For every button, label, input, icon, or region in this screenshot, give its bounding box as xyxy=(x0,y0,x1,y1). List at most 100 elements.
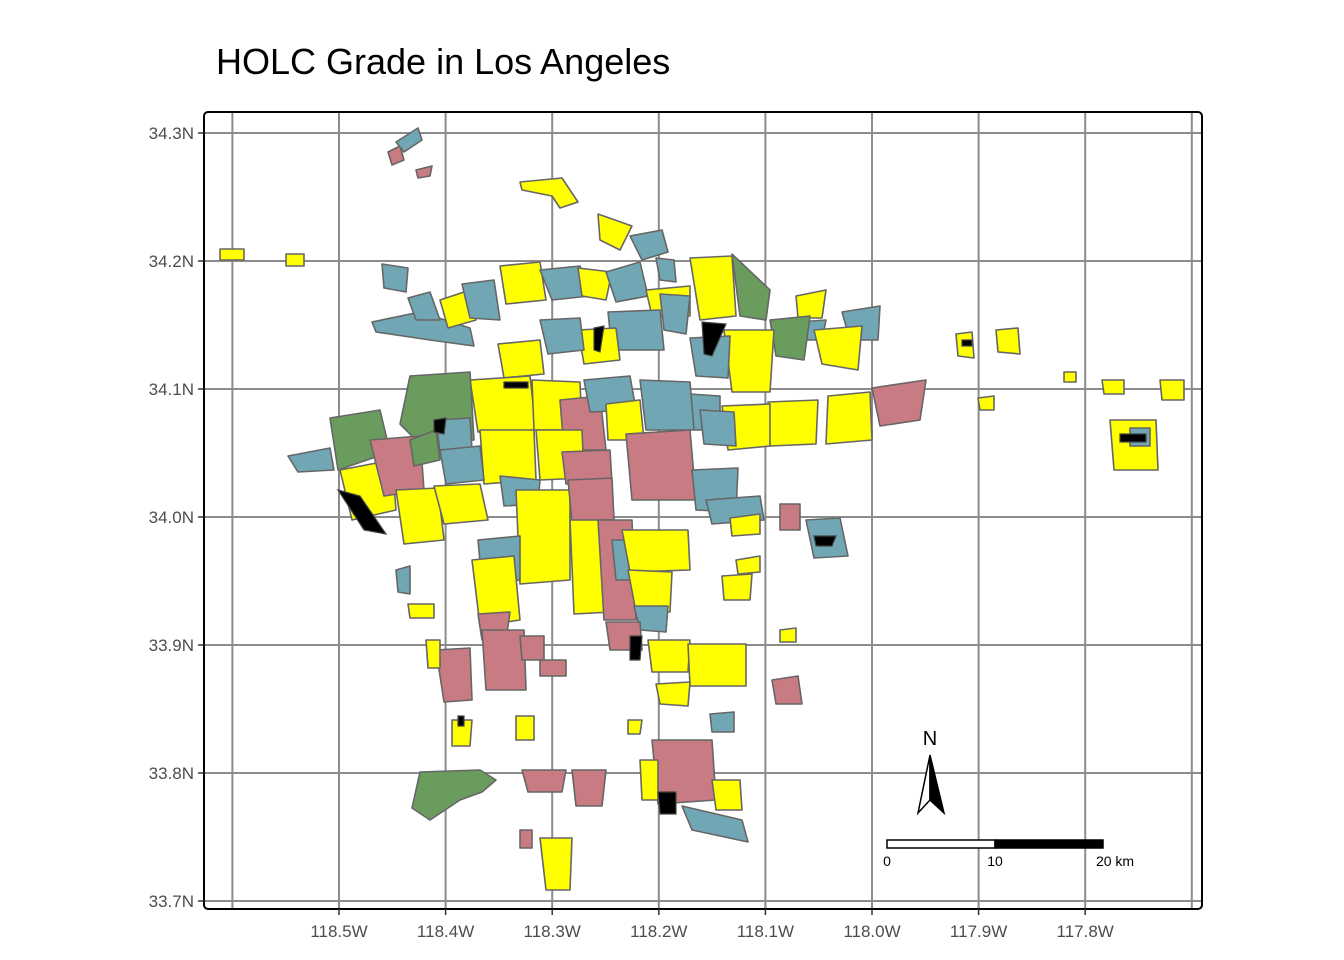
holc-polygon-c-103 xyxy=(735,555,761,575)
holc-polygon-none-10 xyxy=(433,417,447,435)
x-tick-label-2: 118.3W xyxy=(524,922,581,941)
holc-polygon-c-34 xyxy=(767,399,819,447)
holc-polygon-c-83 xyxy=(721,573,753,601)
holc-polygon-none-4 xyxy=(813,535,837,547)
holc-polygon-c-87 xyxy=(627,719,643,735)
holc-polygon-c-32 xyxy=(497,339,545,379)
holc-polygon-d-76 xyxy=(435,647,473,703)
holc-polygon-b-3 xyxy=(395,127,423,153)
holc-polygon-none-1 xyxy=(701,321,727,357)
y-tick-label-1: 34.2N xyxy=(149,252,194,271)
holc-polygon-c-89 xyxy=(515,715,535,741)
north-label: N xyxy=(923,728,937,750)
holc-polygon-c-67 xyxy=(621,529,691,573)
holc-polygon-d-74 xyxy=(481,629,527,691)
holc-polygon-c-22 xyxy=(795,289,827,319)
holc-polygon-a-20 xyxy=(731,253,771,321)
holc-polygon-b-7 xyxy=(629,229,669,261)
x-tick-label-0: 118.5W xyxy=(310,922,367,941)
holc-polygon-c-68 xyxy=(627,569,673,613)
holc-polygon-none-2 xyxy=(503,381,529,389)
holc-polygon-c-108 xyxy=(1101,379,1125,395)
scale-bar-segment-black xyxy=(994,839,1104,849)
holc-polygon-none-7 xyxy=(657,791,677,815)
holc-polygon-c-109 xyxy=(1159,379,1185,401)
holc-polygon-none-6 xyxy=(457,715,465,727)
holc-polygon-b-53 xyxy=(287,447,335,473)
holc-polygon-d-75 xyxy=(519,635,545,661)
holc-polygon-none-9 xyxy=(961,339,973,347)
x-tick-label-4: 118.1W xyxy=(737,922,794,941)
holc-polygon-c-95 xyxy=(711,779,743,811)
holc-polygon-d-101 xyxy=(779,503,801,531)
holc-polygon-c-60 xyxy=(433,483,489,525)
holc-polygon-b-21 xyxy=(659,293,691,335)
y-tick-label-5: 33.8N xyxy=(149,764,194,783)
holc-polygon-a-90 xyxy=(411,769,497,821)
scale-label-20: 20 km xyxy=(1096,853,1134,869)
holc-polygon-c-82 xyxy=(655,681,691,707)
holc-polygon-c-1 xyxy=(285,253,305,267)
holc-polygon-c-88 xyxy=(451,719,473,747)
holc-polygons xyxy=(219,127,1185,891)
holc-polygon-d-93 xyxy=(571,769,607,807)
holc-polygon-a-58 xyxy=(409,429,441,467)
y-tick-label-4: 33.9N xyxy=(149,636,194,655)
holc-polygon-c-81 xyxy=(687,643,747,687)
x-axis: 118.5W 118.4W 118.3W 118.2W 118.1W 118.0W 117.… xyxy=(310,909,1114,941)
holc-polygon-b-52 xyxy=(699,409,737,447)
holc-polygon-d-85 xyxy=(771,675,803,705)
holc-polygon-c-25 xyxy=(813,325,863,371)
y-tick-label-2: 34.1N xyxy=(149,380,194,399)
x-tick-label-1: 118.4W xyxy=(417,922,474,941)
y-tick-label-6: 33.7N xyxy=(149,892,194,911)
holc-polygon-c-47 xyxy=(479,429,537,485)
north-arrow-icon: N xyxy=(916,728,946,816)
holc-polygon-c-97 xyxy=(539,837,573,891)
holc-polygon-c-57 xyxy=(395,487,445,545)
holc-polygon-c-6 xyxy=(597,213,633,251)
holc-polygon-b-59 xyxy=(439,445,485,485)
holc-polygon-c-0 xyxy=(219,248,245,261)
holc-polygon-b-96 xyxy=(681,805,749,843)
x-tick-label-3: 118.2W xyxy=(630,922,687,941)
holc-polygon-c-19 xyxy=(689,255,737,321)
holc-polygon-c-106 xyxy=(977,395,995,411)
holc-polygon-d-4 xyxy=(415,165,433,179)
holc-polygon-b-10 xyxy=(381,263,409,293)
y-tick-label-3: 34.0N xyxy=(149,508,194,527)
holc-polygon-none-3 xyxy=(336,489,388,535)
holc-polygon-c-5 xyxy=(519,177,579,209)
holc-polygon-c-92 xyxy=(639,759,659,801)
holc-polygon-a-26 xyxy=(769,315,811,361)
holc-polygon-b-11 xyxy=(407,291,441,321)
y-tick-label-0: 34.3N xyxy=(149,124,194,143)
holc-polygon-c-84 xyxy=(779,627,797,643)
holc-polygon-b-61 xyxy=(395,565,411,595)
x-tick-label-7: 117.8W xyxy=(1057,922,1114,941)
holc-polygon-c-27 xyxy=(723,329,775,393)
holc-polygon-c-100 xyxy=(729,513,761,537)
holc-polygon-c-80 xyxy=(647,639,691,673)
holc-polygon-c-107 xyxy=(1063,371,1077,383)
holc-polygon-c-77 xyxy=(425,639,441,669)
holc-polygon-b-46 xyxy=(639,379,695,431)
holc-polygon-d-35 xyxy=(871,379,927,427)
holc-polygon-b-31 xyxy=(539,317,585,355)
holc-polygon-c-73 xyxy=(407,603,435,619)
panel-border xyxy=(203,111,1203,910)
holc-polygon-d-45 xyxy=(625,429,697,501)
x-tick-label-6: 117.9W xyxy=(950,922,1007,941)
y-axis: 34.3N 34.2N 34.1N 34.0N 33.9N 33.8N 33.7N xyxy=(149,124,204,911)
holc-polygon-b-13 xyxy=(461,279,501,321)
holc-polygon-d-2 xyxy=(387,145,405,166)
holc-polygon-c-33 xyxy=(825,391,873,445)
holc-polygon-c-105 xyxy=(995,327,1021,355)
holc-polygon-d-98 xyxy=(519,829,533,849)
holc-polygon-none-0 xyxy=(593,325,605,353)
scale-label-10: 10 xyxy=(987,853,1003,869)
holc-polygon-c-71 xyxy=(471,555,521,627)
map-title: HOLC Grade in Los Angeles xyxy=(216,41,671,82)
holc-polygon-b-17 xyxy=(605,261,649,303)
